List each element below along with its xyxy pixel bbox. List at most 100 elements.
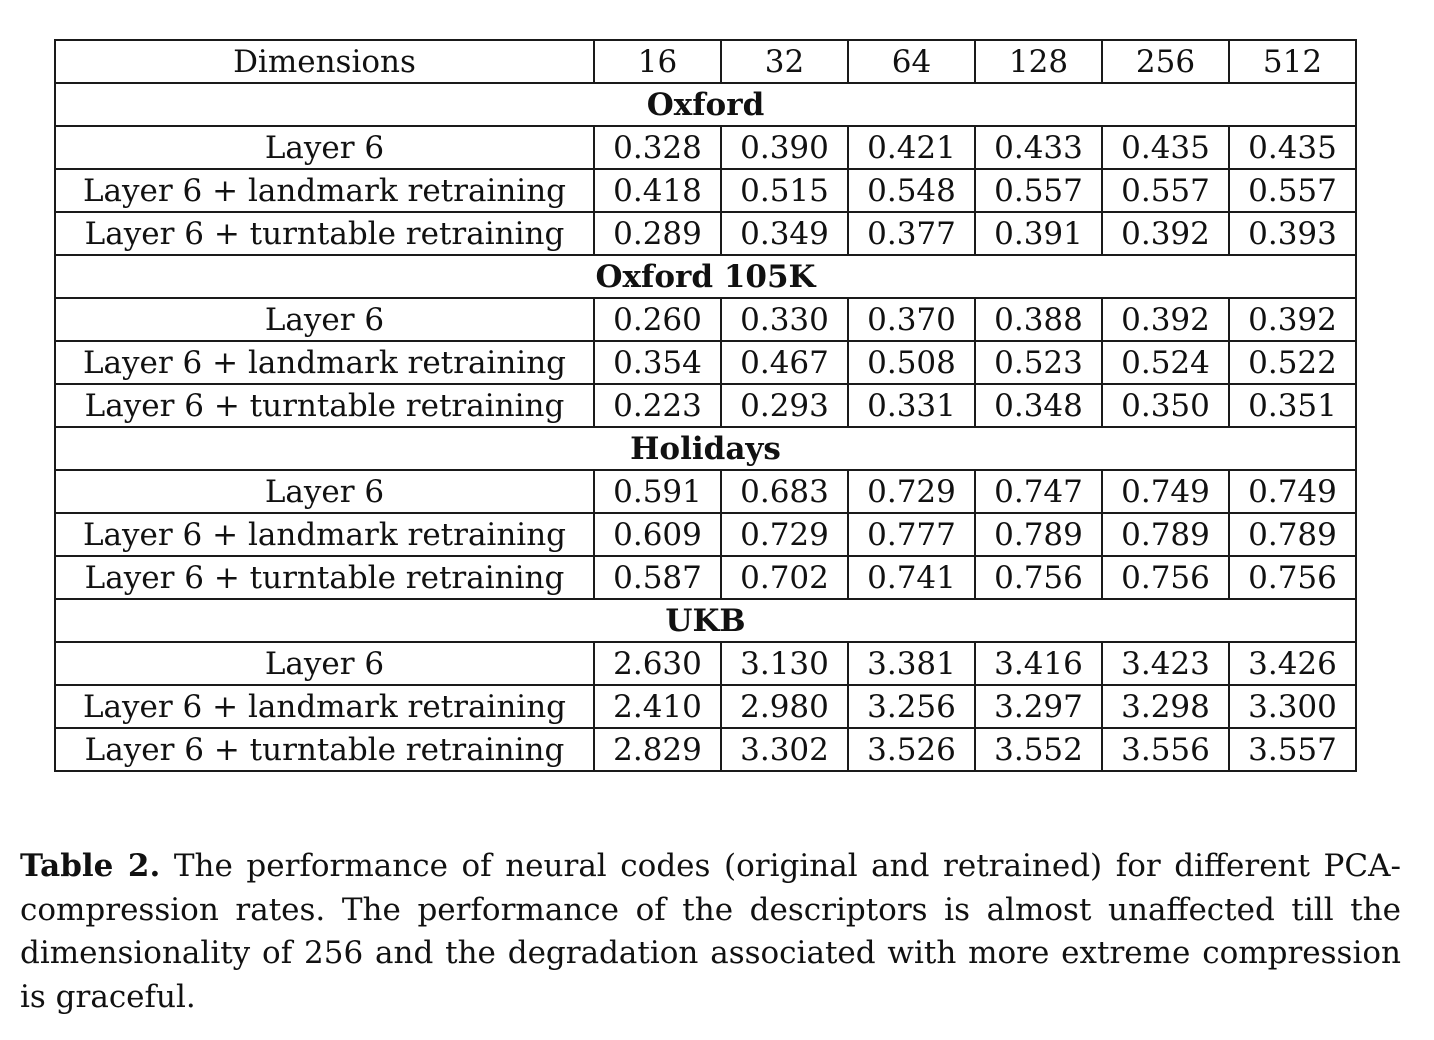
section-row: UKB [54, 598, 1357, 643]
header-dim: 32 [720, 39, 849, 84]
value-cell: 3.426 [1228, 641, 1357, 686]
row-label: Layer 6 + turntable retraining [54, 383, 595, 428]
value-cell: 0.557 [1101, 168, 1230, 213]
value-cell: 0.331 [847, 383, 976, 428]
value-cell: 0.435 [1101, 125, 1230, 170]
value-cell: 0.390 [720, 125, 849, 170]
value-cell: 0.756 [1228, 555, 1357, 600]
table-row: Layer 6 0.328 0.390 0.421 0.433 0.435 0.435 [54, 125, 1357, 170]
value-cell: 0.393 [1228, 211, 1357, 256]
value-cell: 0.508 [847, 340, 976, 385]
value-cell: 0.377 [847, 211, 976, 256]
value-cell: 3.302 [720, 727, 849, 772]
value-cell: 0.749 [1101, 469, 1230, 514]
header-dim: 128 [974, 39, 1103, 84]
value-cell: 0.789 [1228, 512, 1357, 557]
row-label: Layer 6 + landmark retraining [54, 340, 595, 385]
section-row: Oxford [54, 82, 1357, 127]
row-label: Layer 6 + turntable retraining [54, 727, 595, 772]
section-title: Oxford [54, 82, 1357, 127]
row-label: Layer 6 [54, 297, 595, 342]
row-label: Layer 6 + turntable retraining [54, 211, 595, 256]
table-row: Layer 6 2.630 3.130 3.381 3.416 3.423 3.426 [54, 641, 1357, 686]
value-cell: 0.392 [1101, 297, 1230, 342]
table-row: Layer 6 + turntable retraining 0.587 0.702… [54, 555, 1357, 600]
value-cell: 0.587 [593, 555, 722, 600]
value-cell: 3.416 [974, 641, 1103, 686]
value-cell: 3.556 [1101, 727, 1230, 772]
value-cell: 0.557 [1228, 168, 1357, 213]
caption-text: The performance of neural codes (origina… [20, 848, 1401, 1015]
value-cell: 2.630 [593, 641, 722, 686]
row-label: Layer 6 + landmark retraining [54, 512, 595, 557]
value-cell: 0.370 [847, 297, 976, 342]
header-dim: 256 [1101, 39, 1230, 84]
value-cell: 0.289 [593, 211, 722, 256]
value-cell: 3.130 [720, 641, 849, 686]
section-title: Oxford 105K [54, 254, 1357, 299]
value-cell: 0.523 [974, 340, 1103, 385]
row-label: Layer 6 [54, 469, 595, 514]
table-row: Layer 6 + landmark retraining 0.354 0.467 0… [54, 340, 1357, 385]
table-caption: Table 2. The performance of neural codes… [20, 845, 1401, 1019]
value-cell: 0.433 [974, 125, 1103, 170]
section-row: Holidays [54, 426, 1357, 471]
value-cell: 0.421 [847, 125, 976, 170]
table-row: Layer 6 + turntable retraining 2.829 3.302… [54, 727, 1357, 772]
value-cell: 0.609 [593, 512, 722, 557]
value-cell: 0.328 [593, 125, 722, 170]
value-cell: 0.702 [720, 555, 849, 600]
value-cell: 0.749 [1228, 469, 1357, 514]
caption-label: Table 2. [20, 848, 161, 884]
value-cell: 0.350 [1101, 383, 1230, 428]
section-title: Holidays [54, 426, 1357, 471]
value-cell: 3.298 [1101, 684, 1230, 729]
value-cell: 0.777 [847, 512, 976, 557]
value-cell: 0.391 [974, 211, 1103, 256]
header-row: Dimensions 16 32 64 128 256 512 [54, 39, 1357, 84]
value-cell: 0.522 [1228, 340, 1357, 385]
value-cell: 0.524 [1101, 340, 1230, 385]
value-cell: 0.548 [847, 168, 976, 213]
table-row: Layer 6 0.260 0.330 0.370 0.388 0.392 0.392 [54, 297, 1357, 342]
value-cell: 2.410 [593, 684, 722, 729]
value-cell: 3.297 [974, 684, 1103, 729]
value-cell: 0.223 [593, 383, 722, 428]
table-body: Dimensions 16 32 64 128 256 512 Oxford La… [54, 39, 1357, 772]
value-cell: 0.392 [1101, 211, 1230, 256]
value-cell: 0.467 [720, 340, 849, 385]
value-cell: 2.829 [593, 727, 722, 772]
value-cell: 0.729 [847, 469, 976, 514]
value-cell: 0.789 [1101, 512, 1230, 557]
header-dim: 16 [593, 39, 722, 84]
value-cell: 0.418 [593, 168, 722, 213]
table-row: Layer 6 + landmark retraining 0.609 0.729 0… [54, 512, 1357, 557]
value-cell: 3.526 [847, 727, 976, 772]
table-row: Layer 6 0.591 0.683 0.729 0.747 0.749 0.749 [54, 469, 1357, 514]
section-title: UKB [54, 598, 1357, 643]
value-cell: 2.980 [720, 684, 849, 729]
value-cell: 0.557 [974, 168, 1103, 213]
results-table: Dimensions 16 32 64 128 256 512 Oxford La… [54, 39, 1357, 772]
value-cell: 3.300 [1228, 684, 1357, 729]
row-label: Layer 6 [54, 641, 595, 686]
value-cell: 3.256 [847, 684, 976, 729]
row-label: Layer 6 [54, 125, 595, 170]
value-cell: 3.557 [1228, 727, 1357, 772]
value-cell: 0.789 [974, 512, 1103, 557]
value-cell: 0.747 [974, 469, 1103, 514]
value-cell: 0.515 [720, 168, 849, 213]
value-cell: 0.349 [720, 211, 849, 256]
value-cell: 0.729 [720, 512, 849, 557]
table-row: Layer 6 + landmark retraining 0.418 0.515 0… [54, 168, 1357, 213]
table-row: Layer 6 + turntable retraining 0.223 0.293… [54, 383, 1357, 428]
value-cell: 3.552 [974, 727, 1103, 772]
row-label: Layer 6 + landmark retraining [54, 168, 595, 213]
value-cell: 0.591 [593, 469, 722, 514]
value-cell: 3.381 [847, 641, 976, 686]
table-row: Layer 6 + turntable retraining 0.289 0.349… [54, 211, 1357, 256]
row-label: Layer 6 + turntable retraining [54, 555, 595, 600]
value-cell: 0.435 [1228, 125, 1357, 170]
header-label: Dimensions [54, 39, 595, 84]
section-row: Oxford 105K [54, 254, 1357, 299]
